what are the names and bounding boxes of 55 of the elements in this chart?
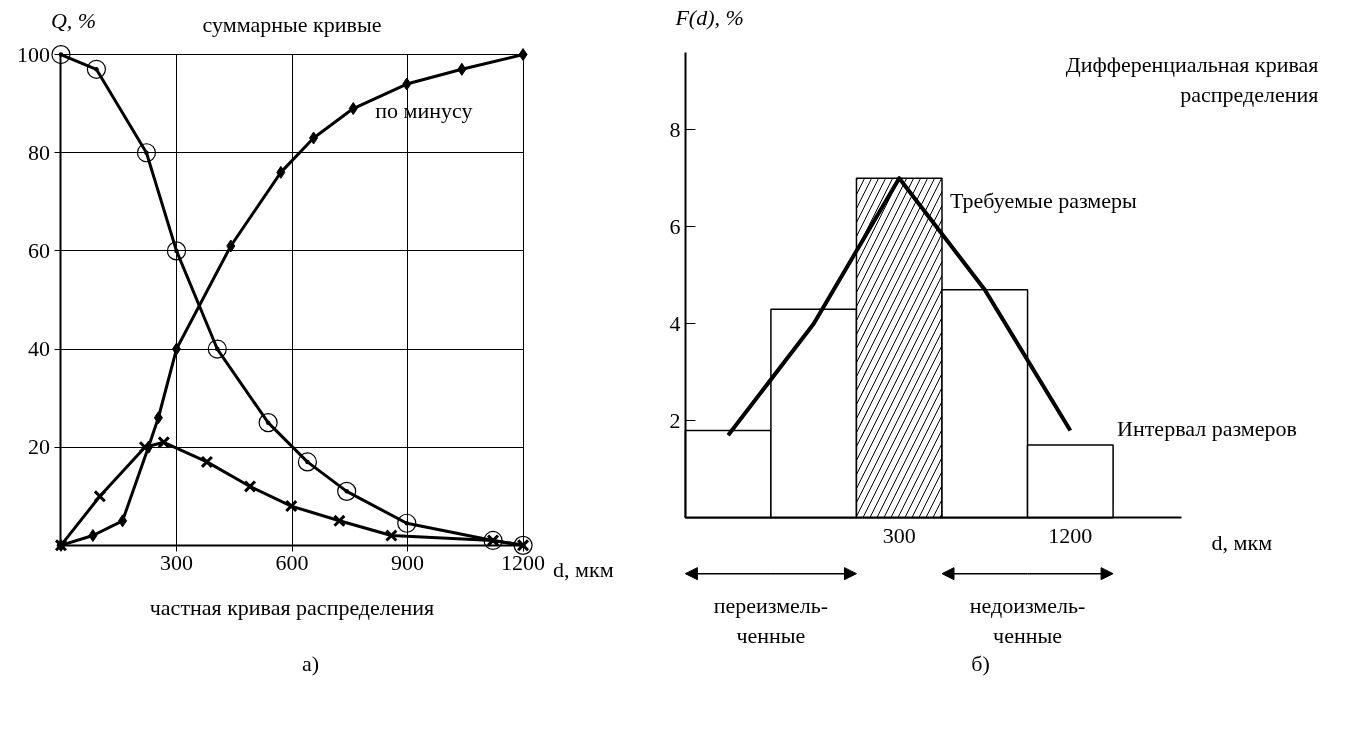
annotation: Требуемые размеры	[950, 188, 1137, 214]
x-tick-label: 1200	[501, 550, 546, 576]
point	[207, 339, 227, 359]
y-axis-title: Q, %	[50, 7, 97, 33]
y-tick-label: 8	[669, 116, 681, 142]
x-tick-label: 300	[159, 550, 193, 576]
point	[518, 48, 528, 62]
point	[171, 342, 181, 356]
y-tick-label: 6	[669, 213, 681, 239]
point	[226, 239, 236, 253]
x-axis-title: d, мкм	[553, 557, 614, 583]
text: переизмель- ченные	[713, 592, 829, 648]
point	[309, 131, 319, 145]
point	[118, 514, 128, 528]
x-tick-label: 600	[275, 550, 309, 576]
y-tick-label: 80	[27, 139, 50, 165]
point	[332, 514, 346, 528]
text: Дифференциальная кривая распределения	[1065, 52, 1319, 108]
text: частная кривая распределения	[149, 595, 435, 621]
x-tick-label: 300	[882, 522, 916, 548]
point	[402, 77, 412, 91]
point	[348, 102, 358, 116]
y-tick-label: 4	[669, 310, 681, 336]
point	[337, 481, 357, 501]
annotation: Интервал размеров	[1117, 416, 1297, 441]
point	[157, 435, 171, 449]
y-tick-label: 2	[669, 407, 681, 433]
point	[276, 165, 286, 179]
point	[384, 529, 398, 542]
point	[200, 455, 214, 469]
y-axis-title: F(d), %	[674, 5, 744, 31]
y-tick-label: 40	[27, 336, 50, 362]
point	[284, 499, 298, 513]
text: а)	[301, 650, 320, 676]
x-axis-title: d, мкм	[1211, 529, 1273, 555]
point	[88, 529, 98, 543]
y-tick-label: 100	[16, 41, 50, 67]
text: суммарные кривые	[202, 11, 382, 37]
point	[138, 440, 152, 454]
point	[153, 411, 163, 425]
point	[93, 489, 107, 503]
point	[51, 44, 71, 65]
point	[86, 59, 106, 79]
x-tick-label: 900	[391, 550, 425, 576]
point	[297, 452, 318, 472]
point	[258, 413, 278, 433]
point	[166, 241, 187, 261]
text: б)	[971, 650, 990, 676]
point	[243, 480, 257, 493]
point	[136, 143, 157, 163]
point	[457, 62, 467, 76]
x-tick-label: 1200	[1048, 522, 1093, 548]
y-tick-label: 60	[27, 237, 50, 263]
y-tick-label: 20	[27, 434, 50, 460]
point	[397, 513, 417, 533]
